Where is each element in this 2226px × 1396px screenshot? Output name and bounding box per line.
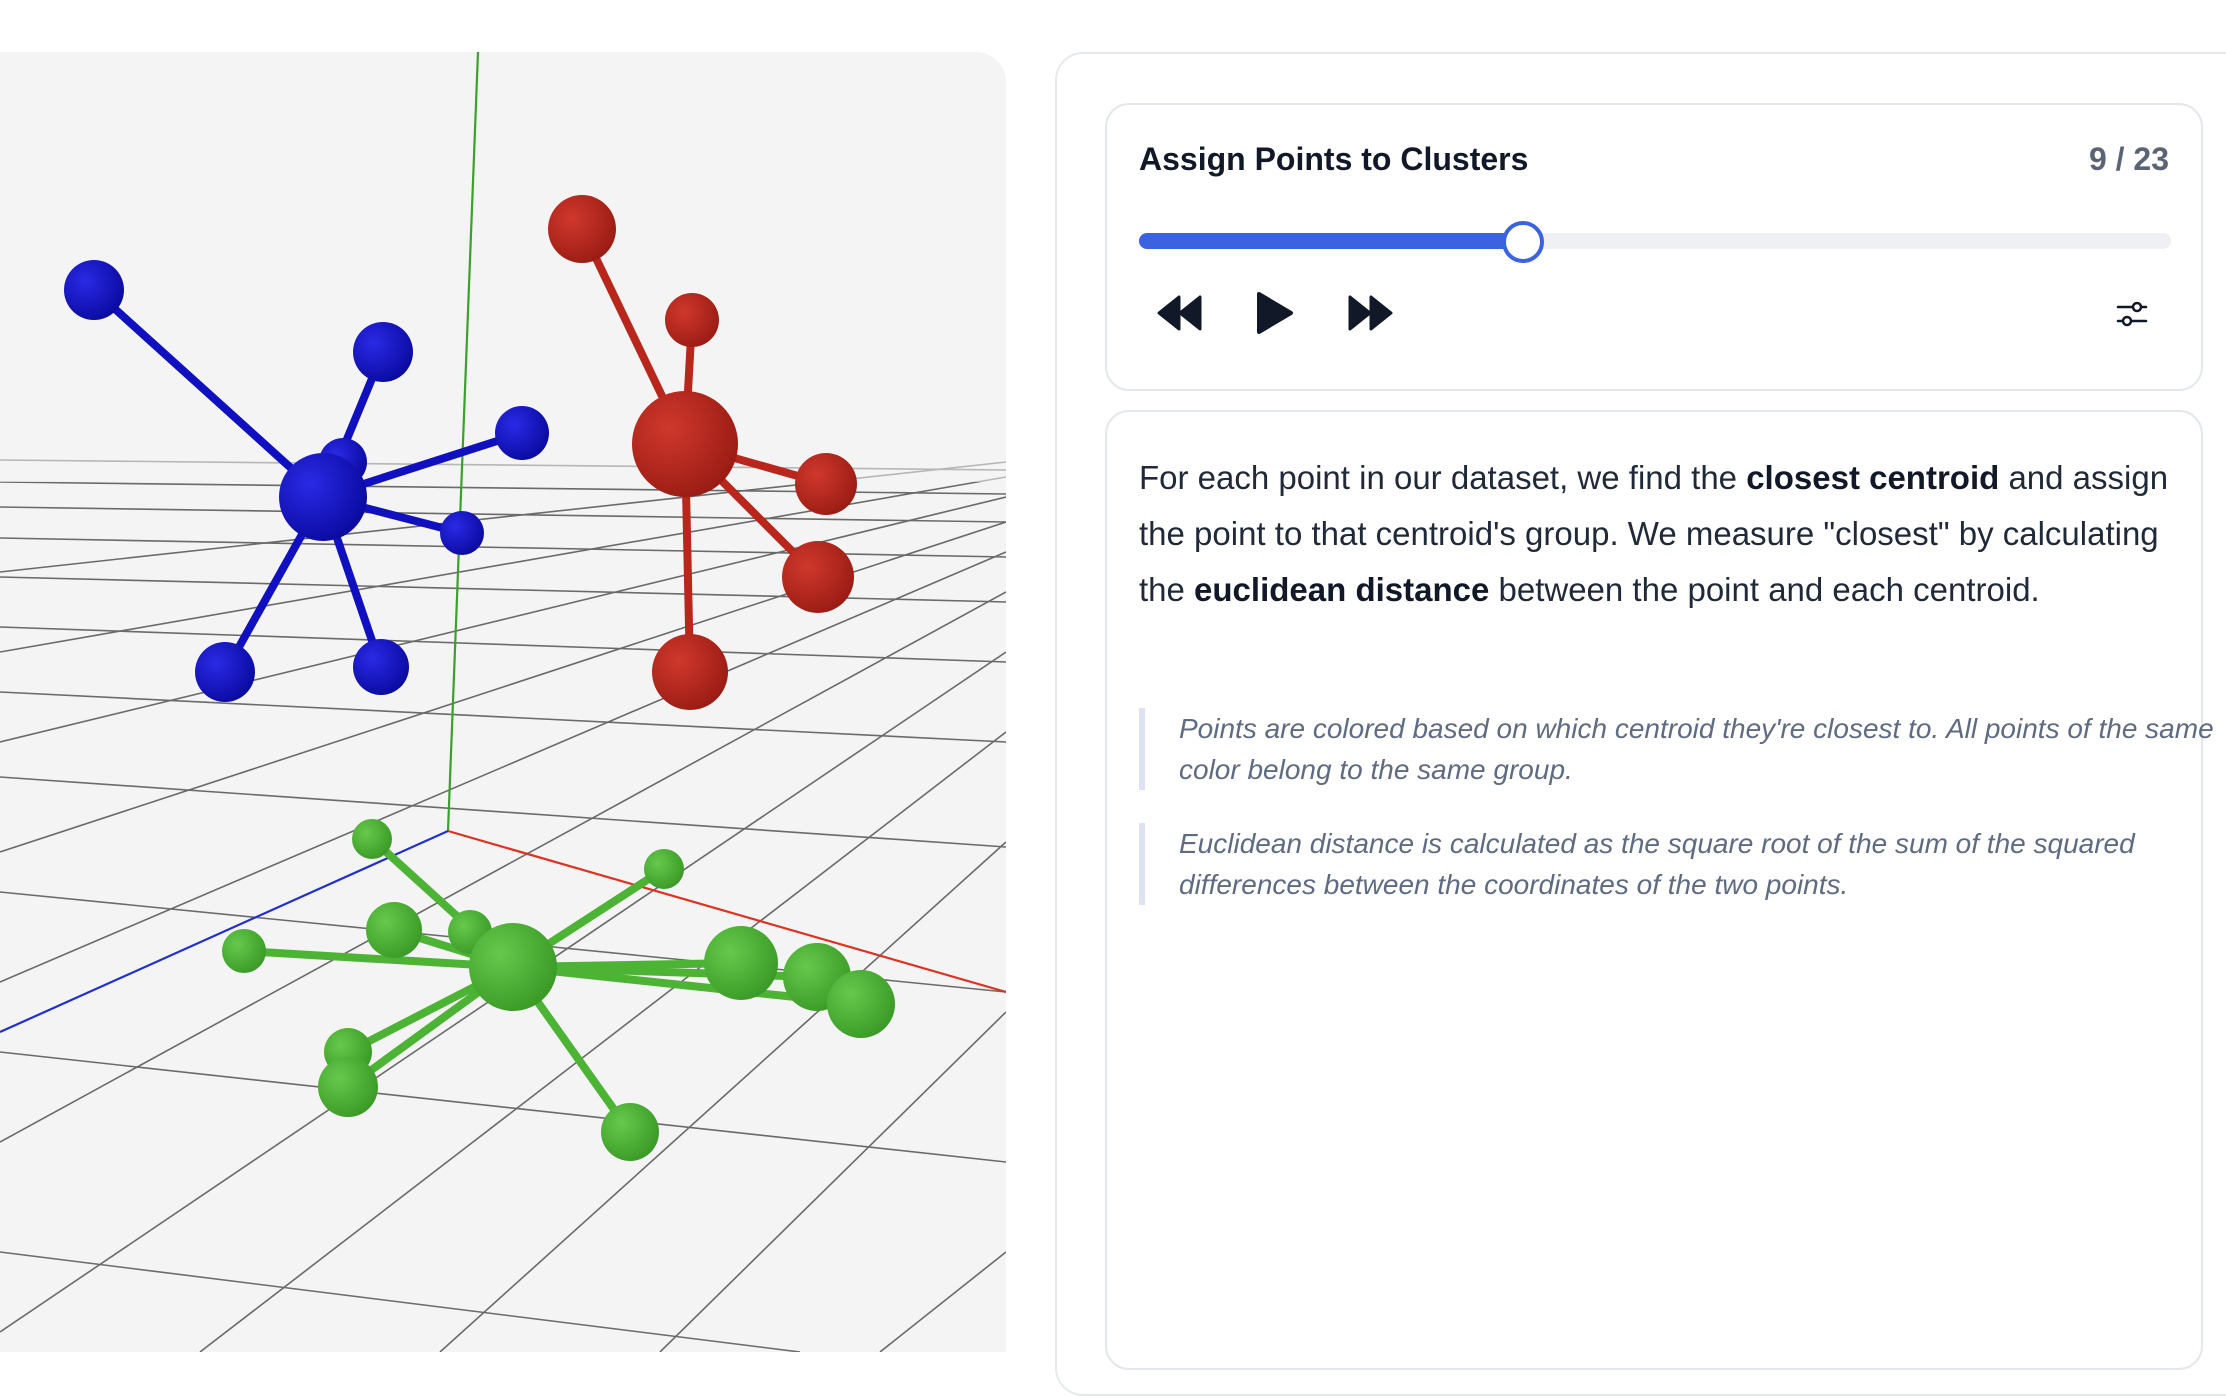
red-point	[548, 195, 616, 263]
blue-point	[440, 511, 484, 555]
note-coloring: Points are colored based on which centro…	[1139, 708, 2219, 790]
desc-text-3: between the point and each centroid.	[1489, 571, 2040, 608]
step-counter: 9 / 23	[2088, 141, 2169, 177]
rewind-icon	[1157, 295, 1202, 331]
green-point	[352, 819, 392, 859]
fast-forward-icon	[1348, 295, 1393, 331]
red-centroid	[632, 391, 738, 497]
blue-point	[495, 406, 549, 460]
green-point	[318, 1057, 378, 1117]
step-slider[interactable]	[1139, 221, 2171, 263]
cluster-3d-view[interactable]	[0, 52, 1006, 1352]
step-description-card: For each point in our dataset, we find t…	[1105, 410, 2214, 1370]
red-point	[665, 293, 719, 347]
blue-point	[353, 322, 413, 382]
y-axis-line	[446, 52, 480, 832]
red-point	[652, 634, 728, 710]
blue-points	[64, 260, 549, 702]
blue-centroid	[279, 453, 367, 541]
green-point	[644, 849, 684, 889]
play-icon	[1257, 292, 1293, 334]
blue-point	[64, 260, 124, 320]
green-point	[827, 970, 895, 1038]
z-axis-line	[0, 829, 449, 1034]
green-point	[601, 1103, 659, 1161]
sliders-icon	[2116, 301, 2148, 327]
desc-bold-closest-centroid: closest centroid	[1746, 459, 2000, 496]
step-slider-thumb[interactable]	[1501, 221, 1544, 263]
step-title: Assign Points to Clusters	[1139, 141, 1529, 177]
scene-svg	[0, 52, 1006, 1352]
red-point	[795, 453, 857, 515]
blue-point	[353, 639, 409, 695]
desc-text-2: and assign the point to that centroid's …	[1139, 459, 2169, 608]
ground-grid	[0, 459, 1006, 1352]
x-axis-line	[447, 829, 1006, 994]
step-slider-fill	[1139, 233, 1521, 249]
step-description: For each point in our dataset, we find t…	[1139, 450, 2179, 618]
green-point	[366, 902, 422, 958]
rewind-button[interactable]	[1157, 295, 1203, 331]
desc-bold-euclidean-distance: euclidean distance	[1194, 571, 1490, 608]
fast-forward-button[interactable]	[1347, 295, 1393, 331]
red-point	[782, 541, 854, 613]
settings-button[interactable]	[2115, 297, 2149, 331]
play-button[interactable]	[1255, 291, 1295, 335]
red-points	[548, 195, 857, 710]
step-player: Assign Points to Clusters 9 / 23	[1105, 103, 2203, 391]
desc-text-1: For each point in our dataset, we find t…	[1139, 459, 1747, 496]
green-point	[222, 929, 266, 973]
green-points	[222, 819, 895, 1161]
green-point	[704, 926, 778, 1000]
green-centroid	[469, 923, 557, 1011]
blue-point	[195, 642, 255, 702]
note-euclidean: Euclidean distance is calculated as the …	[1139, 823, 2219, 905]
